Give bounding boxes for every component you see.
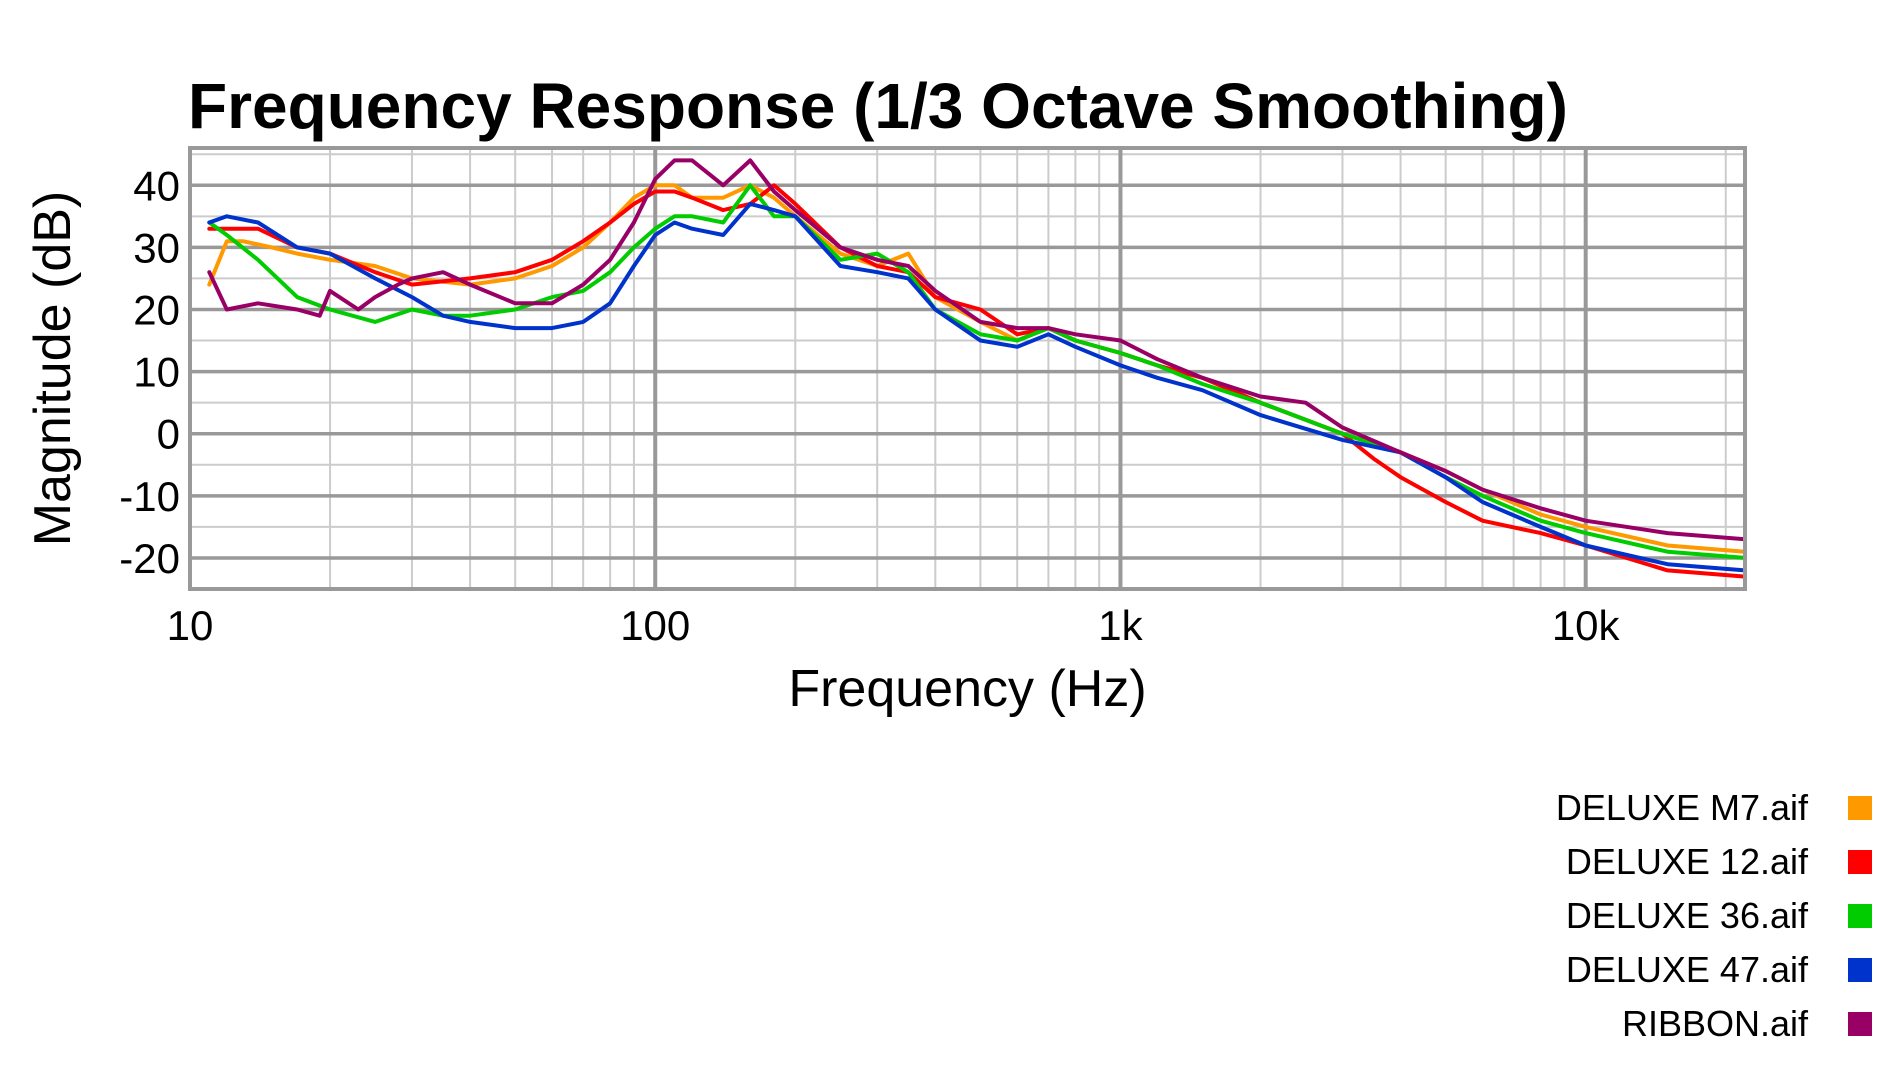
legend-label: DELUXE M7.aif — [1556, 787, 1809, 828]
legend-swatch — [1848, 958, 1872, 982]
y-tick-label: 10 — [133, 349, 180, 396]
x-tick-label: 10k — [1552, 602, 1621, 649]
y-tick-label: -10 — [119, 473, 180, 520]
legend-swatch — [1848, 1012, 1872, 1036]
x-tick-label: 100 — [620, 602, 690, 649]
x-axis-title: Frequency (Hz) — [788, 660, 1146, 718]
y-tick-label: -20 — [119, 535, 180, 582]
legend: DELUXE M7.aif DELUXE 12.aif DELUXE 36.aif D… — [1556, 787, 1872, 1044]
major-grid — [188, 148, 1745, 589]
series-line-4 — [207, 201, 1747, 573]
minor-grid — [190, 148, 1745, 590]
legend-label: RIBBON.aif — [1622, 1003, 1809, 1044]
series-line-5 — [207, 158, 1747, 542]
y-axis-title: Magnitude (dB) — [24, 191, 82, 547]
chart-title: Frequency Response (1/3 Octave Smoothing… — [188, 70, 1568, 142]
y-tick-label: 40 — [133, 162, 180, 209]
legend-swatch — [1848, 850, 1872, 874]
legend-label: DELUXE 47.aif — [1566, 949, 1809, 990]
legend-swatch — [1848, 796, 1872, 820]
y-tick-labels: 40 30 20 10 0 -10 -20 — [119, 162, 180, 582]
x-tick-labels: 10 100 1k 10k — [167, 602, 1621, 649]
legend-label: DELUXE 36.aif — [1566, 895, 1809, 936]
legend-label: DELUXE 12.aif — [1566, 841, 1809, 882]
y-tick-label: 0 — [157, 411, 180, 458]
x-tick-label: 1k — [1098, 602, 1143, 649]
legend-swatch — [1848, 904, 1872, 928]
series-lines — [207, 158, 1747, 579]
y-tick-label: 30 — [133, 224, 180, 271]
y-tick-label: 20 — [133, 286, 180, 333]
plot-frame — [188, 146, 1747, 591]
x-tick-label: 10 — [167, 602, 214, 649]
